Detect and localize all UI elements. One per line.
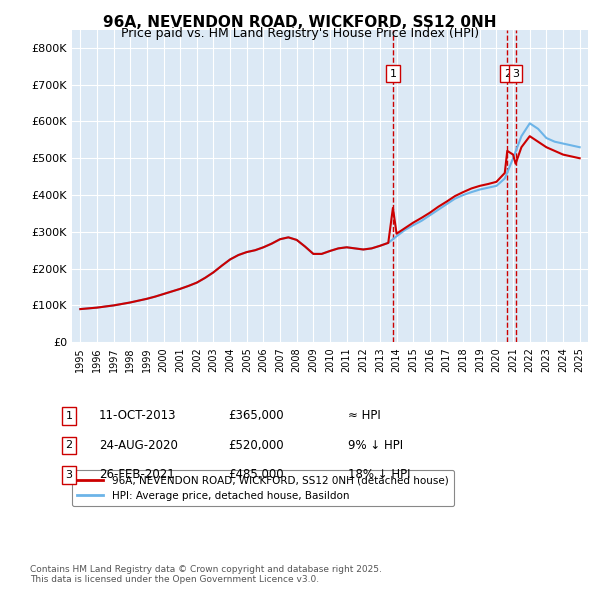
Text: ≈ HPI: ≈ HPI (348, 409, 381, 422)
Legend: 96A, NEVENDON ROAD, WICKFORD, SS12 0NH (detached house), HPI: Average price, det: 96A, NEVENDON ROAD, WICKFORD, SS12 0NH (… (72, 470, 454, 506)
Text: 26-FEB-2021: 26-FEB-2021 (99, 468, 175, 481)
Text: 18% ↓ HPI: 18% ↓ HPI (348, 468, 410, 481)
Text: 1: 1 (65, 411, 73, 421)
Text: 11-OCT-2013: 11-OCT-2013 (99, 409, 176, 422)
Text: 2: 2 (504, 68, 511, 78)
Text: 96A, NEVENDON ROAD, WICKFORD, SS12 0NH: 96A, NEVENDON ROAD, WICKFORD, SS12 0NH (103, 15, 497, 30)
Text: 24-AUG-2020: 24-AUG-2020 (99, 439, 178, 452)
Text: 3: 3 (65, 470, 73, 480)
Text: 2: 2 (65, 441, 73, 450)
Text: 9% ↓ HPI: 9% ↓ HPI (348, 439, 403, 452)
Text: £520,000: £520,000 (228, 439, 284, 452)
Text: £485,000: £485,000 (228, 468, 284, 481)
Text: 3: 3 (512, 68, 519, 78)
Text: Contains HM Land Registry data © Crown copyright and database right 2025.
This d: Contains HM Land Registry data © Crown c… (30, 565, 382, 584)
Text: 1: 1 (389, 68, 397, 78)
Text: £365,000: £365,000 (228, 409, 284, 422)
Text: Price paid vs. HM Land Registry's House Price Index (HPI): Price paid vs. HM Land Registry's House … (121, 27, 479, 40)
